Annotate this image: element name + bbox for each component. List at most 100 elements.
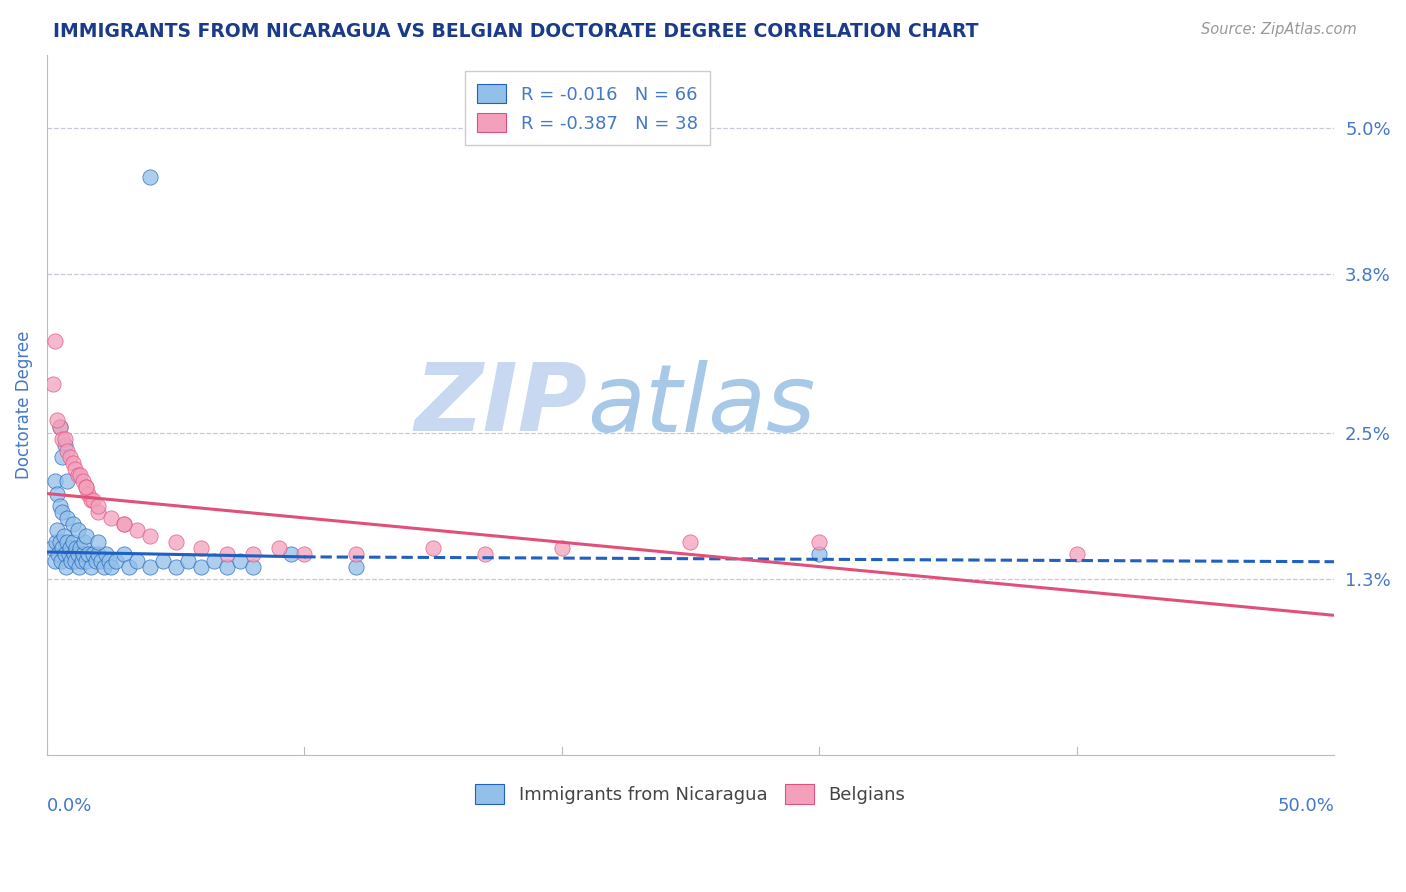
Point (344, 548, 367, 562)
Point (75, 480, 97, 494)
Point (63, 553, 86, 567)
Point (49, 553, 72, 567)
Point (51, 432, 73, 446)
Point (53, 548, 76, 562)
Point (46, 413, 69, 427)
Point (45, 535, 67, 549)
Point (62, 535, 84, 549)
Point (46, 486, 69, 500)
Point (53, 438, 76, 452)
Point (280, 548, 302, 562)
Text: ZIP: ZIP (415, 359, 588, 451)
Point (82, 492, 104, 507)
Point (60, 553, 83, 567)
Point (165, 559, 187, 574)
Point (66, 548, 89, 562)
Text: atlas: atlas (588, 359, 815, 450)
Point (100, 511, 122, 525)
Point (63, 462, 86, 476)
Point (125, 553, 148, 567)
Legend: R = -0.016   N = 66, R = -0.387   N = 38: R = -0.016 N = 66, R = -0.387 N = 38 (464, 71, 710, 145)
Point (202, 553, 225, 567)
Point (52, 529, 75, 543)
Point (75, 529, 97, 543)
Point (139, 169, 162, 184)
Point (808, 548, 831, 562)
Point (97, 553, 120, 567)
Point (51, 450, 73, 464)
Point (48, 548, 70, 562)
Point (44, 553, 66, 567)
Point (73, 535, 96, 549)
Point (55, 559, 77, 574)
Point (100, 559, 122, 574)
Point (51, 505, 73, 519)
Point (65, 541, 87, 556)
Point (42, 376, 65, 391)
Text: 0.0%: 0.0% (46, 797, 93, 815)
Point (72, 548, 94, 562)
Point (87, 535, 110, 549)
Point (422, 541, 444, 556)
Point (217, 548, 239, 562)
Point (118, 559, 141, 574)
Point (62, 516, 84, 531)
Point (59, 450, 82, 464)
Point (1066, 548, 1088, 562)
Point (63, 548, 86, 562)
Point (56, 475, 79, 489)
Point (53, 432, 76, 446)
Point (87, 548, 110, 562)
Point (69, 468, 91, 483)
Point (77, 486, 100, 500)
Point (229, 553, 252, 567)
Point (93, 559, 115, 574)
Point (90, 553, 112, 567)
Point (49, 419, 72, 434)
Text: Source: ZipAtlas.com: Source: ZipAtlas.com (1201, 22, 1357, 37)
Point (267, 541, 290, 556)
Point (808, 535, 831, 549)
Point (112, 516, 135, 531)
Text: 50.0%: 50.0% (1277, 797, 1334, 815)
Point (242, 559, 264, 574)
Point (165, 535, 187, 549)
Point (75, 553, 97, 567)
Point (44, 334, 66, 349)
Point (51, 541, 73, 556)
Point (75, 480, 97, 494)
Point (67, 559, 90, 574)
Point (105, 553, 128, 567)
Point (70, 553, 93, 567)
Point (177, 553, 200, 567)
Point (551, 541, 574, 556)
Y-axis label: Doctorate Degree: Doctorate Degree (15, 331, 32, 479)
Point (112, 516, 135, 531)
Point (139, 529, 162, 543)
Point (79, 492, 101, 507)
Point (87, 499, 110, 513)
Point (56, 511, 79, 525)
Point (125, 523, 148, 537)
Point (87, 505, 110, 519)
Point (292, 548, 315, 562)
Point (94, 548, 117, 562)
Point (44, 475, 66, 489)
Point (474, 548, 496, 562)
Point (69, 541, 91, 556)
Point (49, 535, 72, 549)
Point (112, 548, 135, 562)
Point (77, 548, 100, 562)
Point (152, 553, 174, 567)
Point (139, 559, 162, 574)
Point (190, 541, 212, 556)
Point (72, 475, 94, 489)
Point (49, 419, 72, 434)
Point (56, 535, 79, 549)
Point (679, 535, 702, 549)
Point (56, 444, 79, 458)
Point (344, 559, 367, 574)
Point (58, 548, 80, 562)
Point (66, 523, 89, 537)
Point (41, 541, 63, 556)
